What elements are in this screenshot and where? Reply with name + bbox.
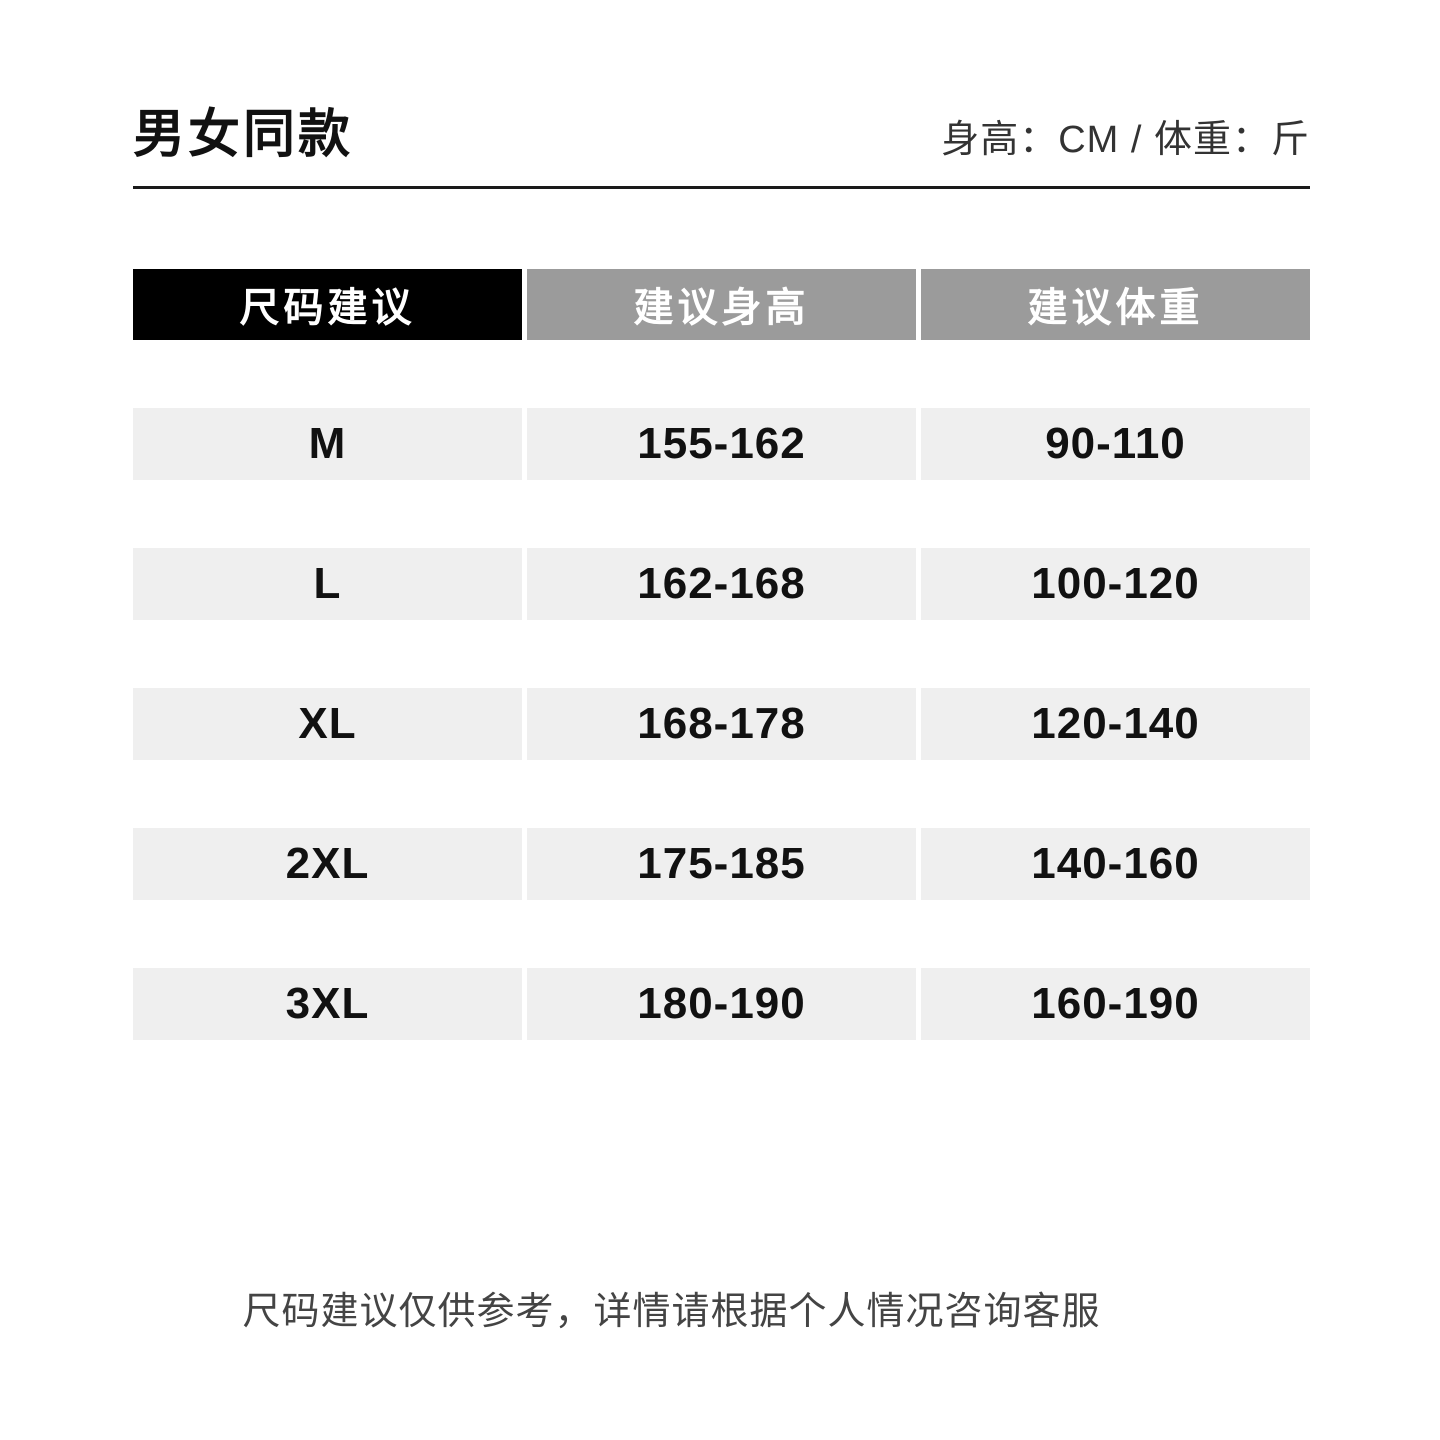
page-title: 男女同款 bbox=[133, 106, 354, 164]
cell-size: L bbox=[133, 547, 522, 620]
size-table: 尺码建议 建议身高 建议体重 M 155-162 90-110 L 162-16… bbox=[133, 268, 1310, 1040]
footer-note: 尺码建议仅供参考，详情请根据个人情况咨询客服 bbox=[242, 1290, 1101, 1333]
cell-weight-range: 160-190 bbox=[921, 967, 1310, 1040]
column-header-weight: 建议体重 bbox=[921, 268, 1310, 340]
cell-height-range: 162-168 bbox=[527, 547, 916, 620]
cell-size: XL bbox=[133, 687, 522, 760]
cell-height-range: 175-185 bbox=[527, 827, 916, 900]
header-divider bbox=[133, 185, 1310, 189]
cell-height-range: 155-162 bbox=[527, 407, 916, 480]
cell-weight-range: 140-160 bbox=[921, 827, 1310, 900]
cell-weight-range: 100-120 bbox=[921, 547, 1310, 620]
cell-size: 2XL bbox=[133, 827, 522, 900]
cell-size: M bbox=[133, 407, 522, 480]
cell-height-range: 180-190 bbox=[527, 967, 916, 1040]
column-header-height: 建议身高 bbox=[527, 268, 916, 340]
units-note: 身高：CM / 体重：斤 bbox=[941, 119, 1310, 161]
page-header: 男女同款 身高：CM / 体重：斤 bbox=[133, 106, 1310, 166]
cell-weight-range: 120-140 bbox=[921, 687, 1310, 760]
cell-size: 3XL bbox=[133, 967, 522, 1040]
cell-height-range: 168-178 bbox=[527, 687, 916, 760]
cell-weight-range: 90-110 bbox=[921, 407, 1310, 480]
column-header-size: 尺码建议 bbox=[133, 268, 522, 340]
